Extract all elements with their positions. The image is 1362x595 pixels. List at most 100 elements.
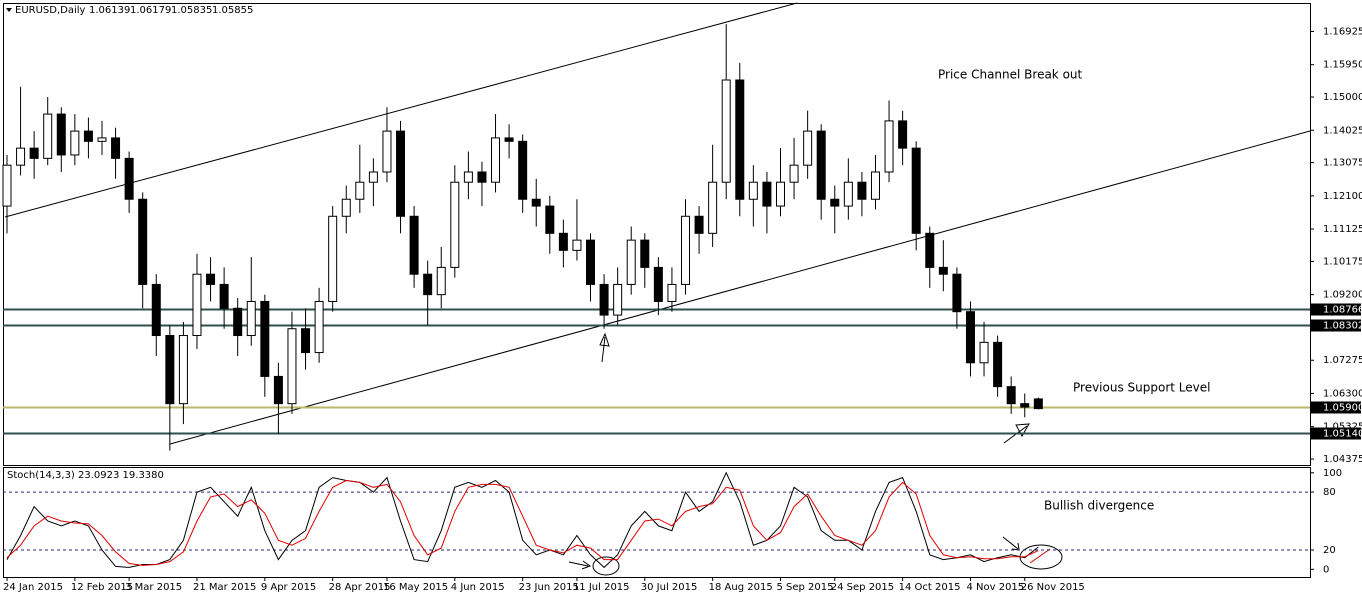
stoch-panel: [3, 467, 1311, 578]
y-tick-label: 1.11125: [1323, 224, 1362, 235]
candle-body: [708, 181, 718, 234]
candle-body: [233, 307, 243, 337]
candle-body: [423, 273, 433, 296]
candle-body: [56, 113, 66, 156]
stoch-title: Stoch(14,3,3) 23.0923 19.3380: [7, 470, 164, 481]
level-label: 1.05140: [1323, 429, 1362, 440]
candle-body: [586, 239, 596, 285]
level-box: [1311, 319, 1361, 332]
level-box: [1311, 401, 1361, 414]
stoch-tick-label: 20: [1323, 545, 1336, 556]
candle-body: [667, 283, 677, 302]
candle-body: [653, 266, 663, 302]
candle-body: [165, 335, 175, 405]
candle-body: [83, 130, 93, 142]
candle-body: [518, 140, 528, 200]
last-low: 1.05835: [171, 5, 212, 16]
candle-body: [1033, 398, 1043, 410]
level-label: 1.08302: [1323, 321, 1362, 332]
y-tick-label: 1.05325: [1323, 422, 1362, 433]
candle-body: [192, 273, 202, 337]
candle-body: [626, 239, 636, 285]
annotation: Price Channel Break out: [938, 68, 1083, 82]
x-tick-label: 4 Nov 2015: [966, 582, 1024, 593]
candle-body: [870, 171, 880, 200]
y-tick-label: 1.04375: [1323, 454, 1362, 465]
candle-body: [341, 198, 351, 217]
x-tick-label: 9 Apr 2015: [261, 582, 316, 593]
level-box: [1311, 303, 1361, 316]
candle-body: [857, 181, 867, 200]
channel-lower: [169, 130, 1311, 445]
candle-body: [504, 137, 514, 142]
stoch-line: [6, 479, 1039, 566]
x-tick-label: 30 Jul 2015: [641, 582, 698, 593]
candle-body: [2, 164, 12, 207]
candle-body: [409, 215, 419, 275]
candle-body: [681, 215, 690, 285]
x-tick-label: 5 Sep 2015: [776, 582, 833, 593]
stoch-line: [6, 471, 1039, 569]
candle-body: [803, 130, 813, 166]
candle-body: [789, 164, 799, 183]
y-tick-label: 1.09200: [1323, 290, 1362, 301]
candle-body: [572, 239, 582, 251]
candle-body: [382, 130, 392, 173]
candle-body: [477, 171, 487, 183]
candle-body: [70, 130, 80, 156]
candle-body: [206, 273, 216, 285]
candle-body: [301, 328, 311, 354]
candle-body: [43, 113, 53, 159]
candle-body: [613, 283, 623, 316]
candle-body: [273, 375, 283, 405]
candle-body: [898, 120, 908, 149]
candle-body: [694, 215, 704, 234]
candle-body: [952, 273, 962, 313]
candle-body: [260, 300, 270, 377]
candle-body: [748, 181, 758, 200]
candle-body: [599, 283, 609, 316]
y-tick-label: 1.13075: [1323, 158, 1362, 169]
candle-body: [111, 137, 121, 159]
candle-body: [396, 130, 406, 217]
candle-body: [16, 147, 26, 166]
candle-body: [721, 79, 731, 183]
price-panel: [3, 3, 1311, 466]
arrow: [599, 332, 610, 363]
last-close: 1.05855: [212, 5, 253, 16]
y-tick-label: 1.12100: [1323, 191, 1362, 202]
y-tick-label: 1.16925: [1323, 26, 1362, 37]
candle-body: [558, 232, 568, 251]
candle-body: [816, 130, 826, 200]
candle-body: [450, 181, 460, 268]
candle-body: [314, 300, 324, 354]
candle-body: [735, 79, 745, 200]
candle-body: [246, 300, 256, 337]
x-tick-label: 26 Nov 2015: [1021, 582, 1085, 593]
stoch-tick-label: 0: [1323, 564, 1329, 575]
candle-body: [925, 232, 935, 268]
last-open: 1.06139: [89, 5, 130, 16]
candle-body: [979, 341, 989, 364]
x-tick-label: 16 May 2015: [383, 582, 448, 593]
candle-body: [545, 205, 555, 234]
x-tick-label: 28 Apr 2015: [329, 582, 391, 593]
level-label: 1.05900: [1323, 403, 1362, 414]
candle-body: [1006, 386, 1016, 405]
candle-body: [775, 181, 785, 207]
candle-body: [938, 266, 948, 275]
candle-body: [762, 181, 772, 207]
candle-body: [151, 283, 161, 337]
x-tick-label: 18 Aug 2015: [709, 582, 773, 593]
y-tick-label: 1.14025: [1323, 125, 1362, 136]
x-tick-label: 3 Mar 2015: [125, 582, 182, 593]
candle-body: [1020, 403, 1030, 408]
candle-body: [124, 157, 134, 200]
candle-body: [491, 137, 501, 183]
y-tick-label: 1.07275: [1323, 355, 1362, 366]
candle-body: [843, 181, 853, 207]
stoch-tick-label: 80: [1323, 487, 1336, 498]
candle-body: [830, 198, 840, 207]
x-tick-label: 23 Jun 2015: [519, 582, 579, 593]
candle-body: [287, 328, 297, 405]
